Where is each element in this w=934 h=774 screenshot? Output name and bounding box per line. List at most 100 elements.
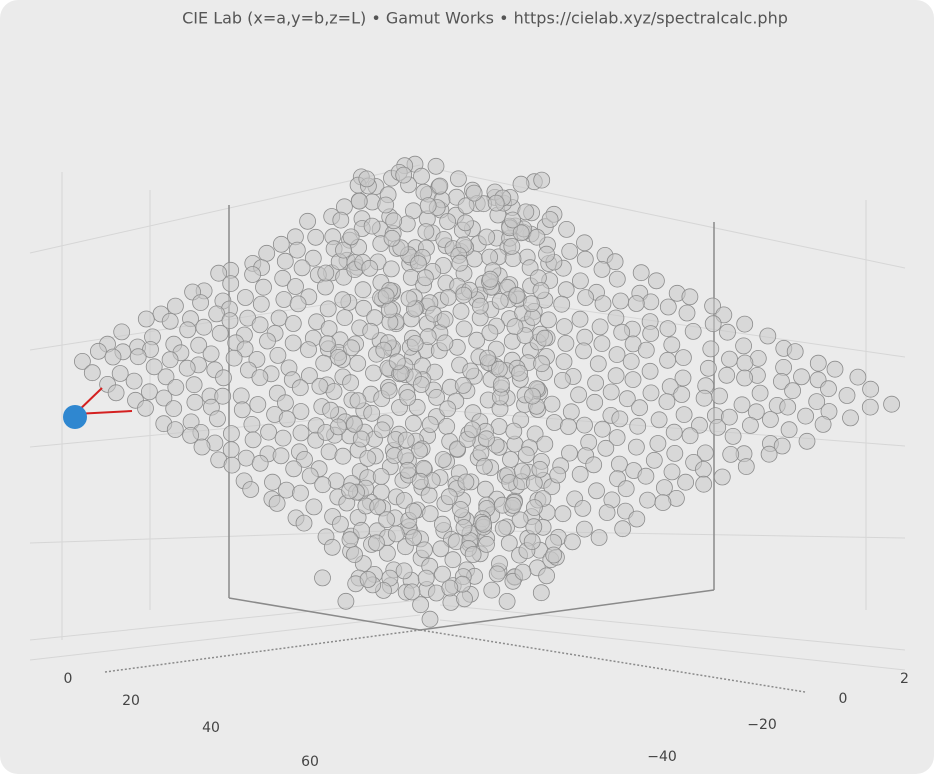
point [350, 192, 368, 210]
point [560, 418, 577, 435]
point [468, 331, 486, 349]
point [570, 386, 587, 404]
point [762, 411, 779, 428]
point [464, 546, 482, 563]
point [211, 324, 229, 342]
point [576, 416, 593, 434]
point [431, 177, 449, 195]
point [597, 439, 615, 457]
point [545, 546, 563, 564]
point [463, 421, 481, 439]
point [225, 349, 243, 367]
point [455, 286, 473, 304]
point [704, 315, 722, 333]
point [483, 581, 501, 599]
point [524, 387, 541, 405]
point [504, 211, 521, 229]
point [457, 214, 474, 232]
point [572, 272, 589, 290]
point [270, 309, 288, 327]
point [301, 467, 319, 485]
point [343, 339, 360, 357]
tick-label: 2 [900, 671, 909, 687]
point [594, 420, 611, 438]
point [161, 351, 179, 369]
point [576, 250, 594, 268]
point [478, 228, 496, 246]
point [274, 269, 292, 287]
point [404, 414, 422, 432]
point [382, 260, 400, 278]
point [514, 563, 532, 581]
point [157, 368, 175, 386]
point [380, 382, 398, 400]
point [332, 211, 350, 229]
point [305, 498, 323, 516]
point [736, 354, 754, 372]
point [577, 289, 594, 307]
point [378, 511, 396, 529]
point [433, 515, 451, 533]
point [462, 362, 480, 380]
point [675, 406, 693, 424]
point [533, 355, 550, 373]
point [107, 384, 125, 402]
point [208, 305, 226, 323]
point [465, 184, 483, 202]
point [272, 235, 290, 253]
point [334, 447, 352, 465]
point [363, 404, 381, 422]
point [737, 458, 755, 476]
point [637, 341, 655, 359]
point [202, 345, 220, 363]
point [90, 342, 107, 360]
point [665, 423, 683, 441]
point [713, 468, 731, 486]
point [405, 529, 423, 546]
point [736, 369, 753, 387]
point [722, 445, 740, 463]
selected-point [63, 387, 133, 429]
tick-label: 20 [122, 693, 140, 709]
point [650, 411, 668, 429]
point [526, 499, 543, 517]
point [355, 299, 373, 317]
point [359, 449, 377, 467]
point [558, 220, 575, 238]
point [129, 348, 147, 366]
point [342, 228, 360, 246]
point [449, 170, 467, 188]
point [434, 565, 451, 583]
point [292, 424, 310, 442]
point [361, 259, 379, 277]
point [387, 525, 405, 543]
point [589, 355, 607, 373]
point [412, 376, 430, 393]
point [517, 203, 535, 221]
point [798, 432, 816, 450]
point [192, 294, 210, 312]
point [249, 396, 267, 413]
point [512, 175, 530, 193]
point [395, 166, 413, 184]
grid-line [439, 619, 906, 671]
point [420, 486, 438, 504]
point [611, 410, 629, 428]
point [397, 447, 415, 465]
point [797, 407, 814, 425]
highlight-point [63, 405, 87, 429]
point [512, 224, 530, 242]
point [598, 504, 616, 521]
point [417, 569, 435, 587]
point [629, 417, 647, 435]
point [373, 421, 391, 439]
point [165, 400, 183, 418]
point [317, 264, 335, 282]
point [554, 371, 571, 389]
point [627, 295, 645, 312]
point [475, 457, 493, 475]
point [531, 460, 549, 478]
point [666, 444, 684, 462]
point [457, 197, 475, 215]
point [862, 380, 879, 398]
